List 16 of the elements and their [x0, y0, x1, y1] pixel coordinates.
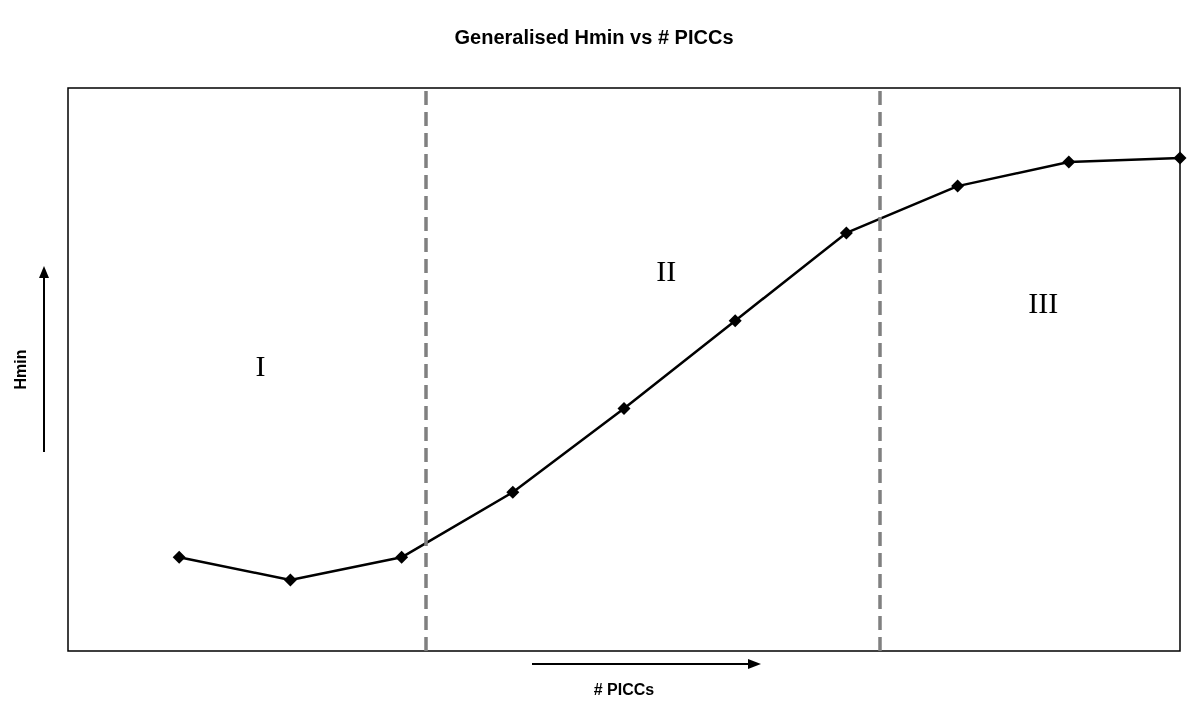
- point: [1173, 151, 1187, 165]
- point: [395, 550, 409, 564]
- chart-title: Generalised Hmin vs # PICCs: [454, 26, 734, 48]
- point: [951, 179, 965, 193]
- point: [506, 485, 520, 499]
- point: [283, 573, 297, 587]
- annotation: I: [255, 348, 266, 382]
- annotation: III: [1028, 285, 1059, 319]
- point: [1062, 155, 1076, 169]
- y-axis-title: Hmin: [11, 349, 29, 390]
- point: [728, 314, 742, 328]
- annotation: II: [656, 253, 677, 287]
- point: [172, 550, 186, 564]
- point: [617, 401, 631, 415]
- point: [839, 226, 853, 240]
- x-axis-title: # PICCs: [593, 680, 655, 698]
